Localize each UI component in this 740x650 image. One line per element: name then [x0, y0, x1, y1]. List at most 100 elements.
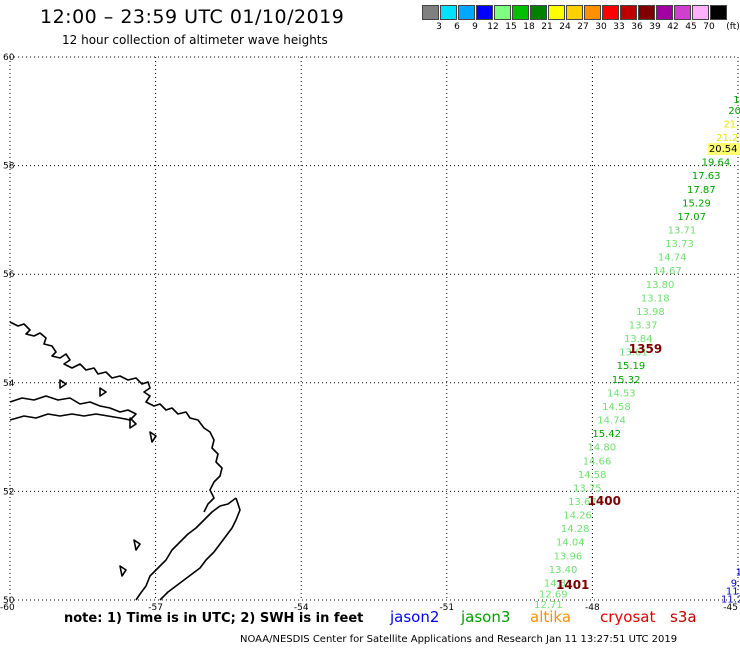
- satellite-name-cryosat: cryosat: [600, 608, 656, 626]
- credit-line: NOAA/NESDIS Center for Satellite Applica…: [240, 634, 678, 645]
- legend-label: 45: [685, 22, 697, 32]
- wave-height-label: 15.29: [682, 198, 711, 209]
- legend-swatch: [620, 5, 637, 20]
- wave-height-label: 13.61: [619, 348, 648, 359]
- legend-swatch: [638, 5, 655, 20]
- legend-unit: (ft): [726, 22, 740, 32]
- wave-height-label: 17.63: [692, 171, 721, 182]
- lon-tick-label: -48: [585, 603, 600, 613]
- legend-label: 42: [667, 22, 679, 32]
- legend-label: 3: [436, 22, 442, 32]
- satellite-name-altika: altika: [530, 608, 572, 626]
- wave-observations: 1720. 21.4 21.2120.54 19.64 17.63 17.87 15.29 1…: [534, 95, 740, 611]
- legend-swatch: [476, 5, 493, 20]
- legend-swatch: [710, 5, 727, 20]
- wave-height-label: 21.4: [723, 120, 740, 131]
- lon-tick-label: -60: [0, 603, 15, 613]
- coastline-labrador: [9, 321, 223, 513]
- legend-label: 24: [559, 22, 571, 32]
- lon-tick-label: -57: [148, 603, 163, 613]
- lat-tick-label: 56: [3, 270, 15, 280]
- wave-height-label: 15.42: [592, 429, 621, 440]
- pass-time-label: 1400: [588, 494, 621, 508]
- wave-height-label: 13.84: [624, 334, 653, 345]
- legend-label: 12: [487, 22, 499, 32]
- legend-swatch: [458, 5, 475, 20]
- wave-height-label: 20.54: [709, 144, 738, 155]
- wave-height-label: 13.37: [629, 321, 658, 332]
- map-title: 12:00 – 23:59 UTC 01/10/2019: [40, 6, 345, 28]
- legend-swatch: [530, 5, 547, 20]
- wave-height-label: 13.18: [641, 293, 670, 304]
- wave-height-label: 15.32: [612, 375, 641, 386]
- wave-height-label: 14.31: [544, 578, 573, 589]
- wave-height-label: 13.96: [554, 551, 583, 562]
- satellite-name-jason3: jason3: [461, 608, 511, 626]
- pass-time-labels: 1359 1400 1401: [556, 342, 662, 592]
- map-subtitle: 12 hour collection of altimeter wave hei…: [62, 33, 328, 47]
- legend-swatch: [602, 5, 619, 20]
- legend-label: 18: [523, 22, 535, 32]
- legend-label: 70: [703, 22, 715, 32]
- lat-tick-label: 60: [3, 53, 15, 63]
- pass-time-label: 1401: [556, 578, 589, 592]
- wave-height-label: 14.28: [561, 524, 590, 535]
- legend-swatch: [674, 5, 691, 20]
- legend-label: 30: [595, 22, 607, 32]
- legend-swatch: [692, 5, 709, 20]
- satellite-name-s3a: s3a: [670, 608, 697, 626]
- wave-height-label: 11.09: [726, 587, 740, 598]
- legend-swatch: [566, 5, 583, 20]
- coastline-labrador-newfoundland: [9, 321, 241, 601]
- wave-height-label: 14.74: [658, 253, 687, 264]
- legend-label: 9: [472, 22, 478, 32]
- legend-swatch: [494, 5, 511, 20]
- satellite-name-jason2: jason2: [390, 608, 440, 626]
- color-scale-legend: 3 6 9 12 15 18 21 24 27 30 33 36 39 42 45 70 (ft): [422, 5, 740, 35]
- footer-note: note: 1) Time is in UTC; 2) SWH is in fe…: [64, 611, 364, 626]
- wave-height-label: 9.6: [731, 578, 740, 589]
- wave-height-label: 20.: [728, 106, 740, 117]
- wave-height-label: 14.74: [597, 416, 626, 427]
- legend-label: 33: [613, 22, 625, 32]
- wave-height-label: 14.58: [578, 470, 607, 481]
- wave-height-label: 11.21: [721, 595, 740, 606]
- legend-swatch: [422, 5, 439, 20]
- wave-height-label: 14.58: [602, 402, 631, 413]
- wave-height-label: 14.66: [583, 456, 612, 467]
- wave-height-label: 12.71: [534, 600, 563, 611]
- legend-label: 15: [505, 22, 517, 32]
- wave-height-label: 15.19: [617, 361, 646, 372]
- wave-height-label: 13.75: [573, 483, 602, 494]
- map-axis-labels: 60 58 56 54 52 50-60 -57 -54 -51 -48 -45: [0, 53, 738, 613]
- wave-height-label: 13.71: [668, 225, 697, 236]
- legend-label: 27: [577, 22, 589, 32]
- pass-time-label: 1359: [629, 342, 662, 356]
- wave-height-label: 10: [736, 568, 740, 579]
- wave-height-label: 14.67: [653, 266, 682, 277]
- wave-height-label: 14.80: [588, 443, 617, 454]
- legend-swatch: [584, 5, 601, 20]
- lat-tick-label: 50: [3, 596, 15, 606]
- highlight-marker: [707, 143, 740, 156]
- wave-height-label: 13.40: [549, 565, 578, 576]
- coastline-lake-melville: [9, 395, 137, 421]
- wave-height-label: 19.64: [702, 158, 731, 169]
- wave-height-label: 17.07: [677, 212, 706, 223]
- coastline-newfoundland: [135, 497, 241, 601]
- wave-height-label: 14.04: [556, 538, 585, 549]
- wave-height-label: 14.26: [563, 511, 592, 522]
- lon-tick-label: -51: [439, 603, 454, 613]
- wave-height-label: 21.21: [716, 133, 740, 144]
- map-grid: [9, 56, 739, 601]
- wave-height-label: 13.98: [636, 307, 665, 318]
- legend-label: 39: [649, 22, 661, 32]
- wave-height-label: 13.73: [665, 239, 694, 250]
- lat-tick-label: 52: [3, 487, 14, 497]
- legend-swatch: [548, 5, 565, 20]
- legend-swatch: [656, 5, 673, 20]
- legend-label: 36: [631, 22, 643, 32]
- wave-height-label: 14.53: [607, 388, 636, 399]
- legend-label: 6: [454, 22, 460, 32]
